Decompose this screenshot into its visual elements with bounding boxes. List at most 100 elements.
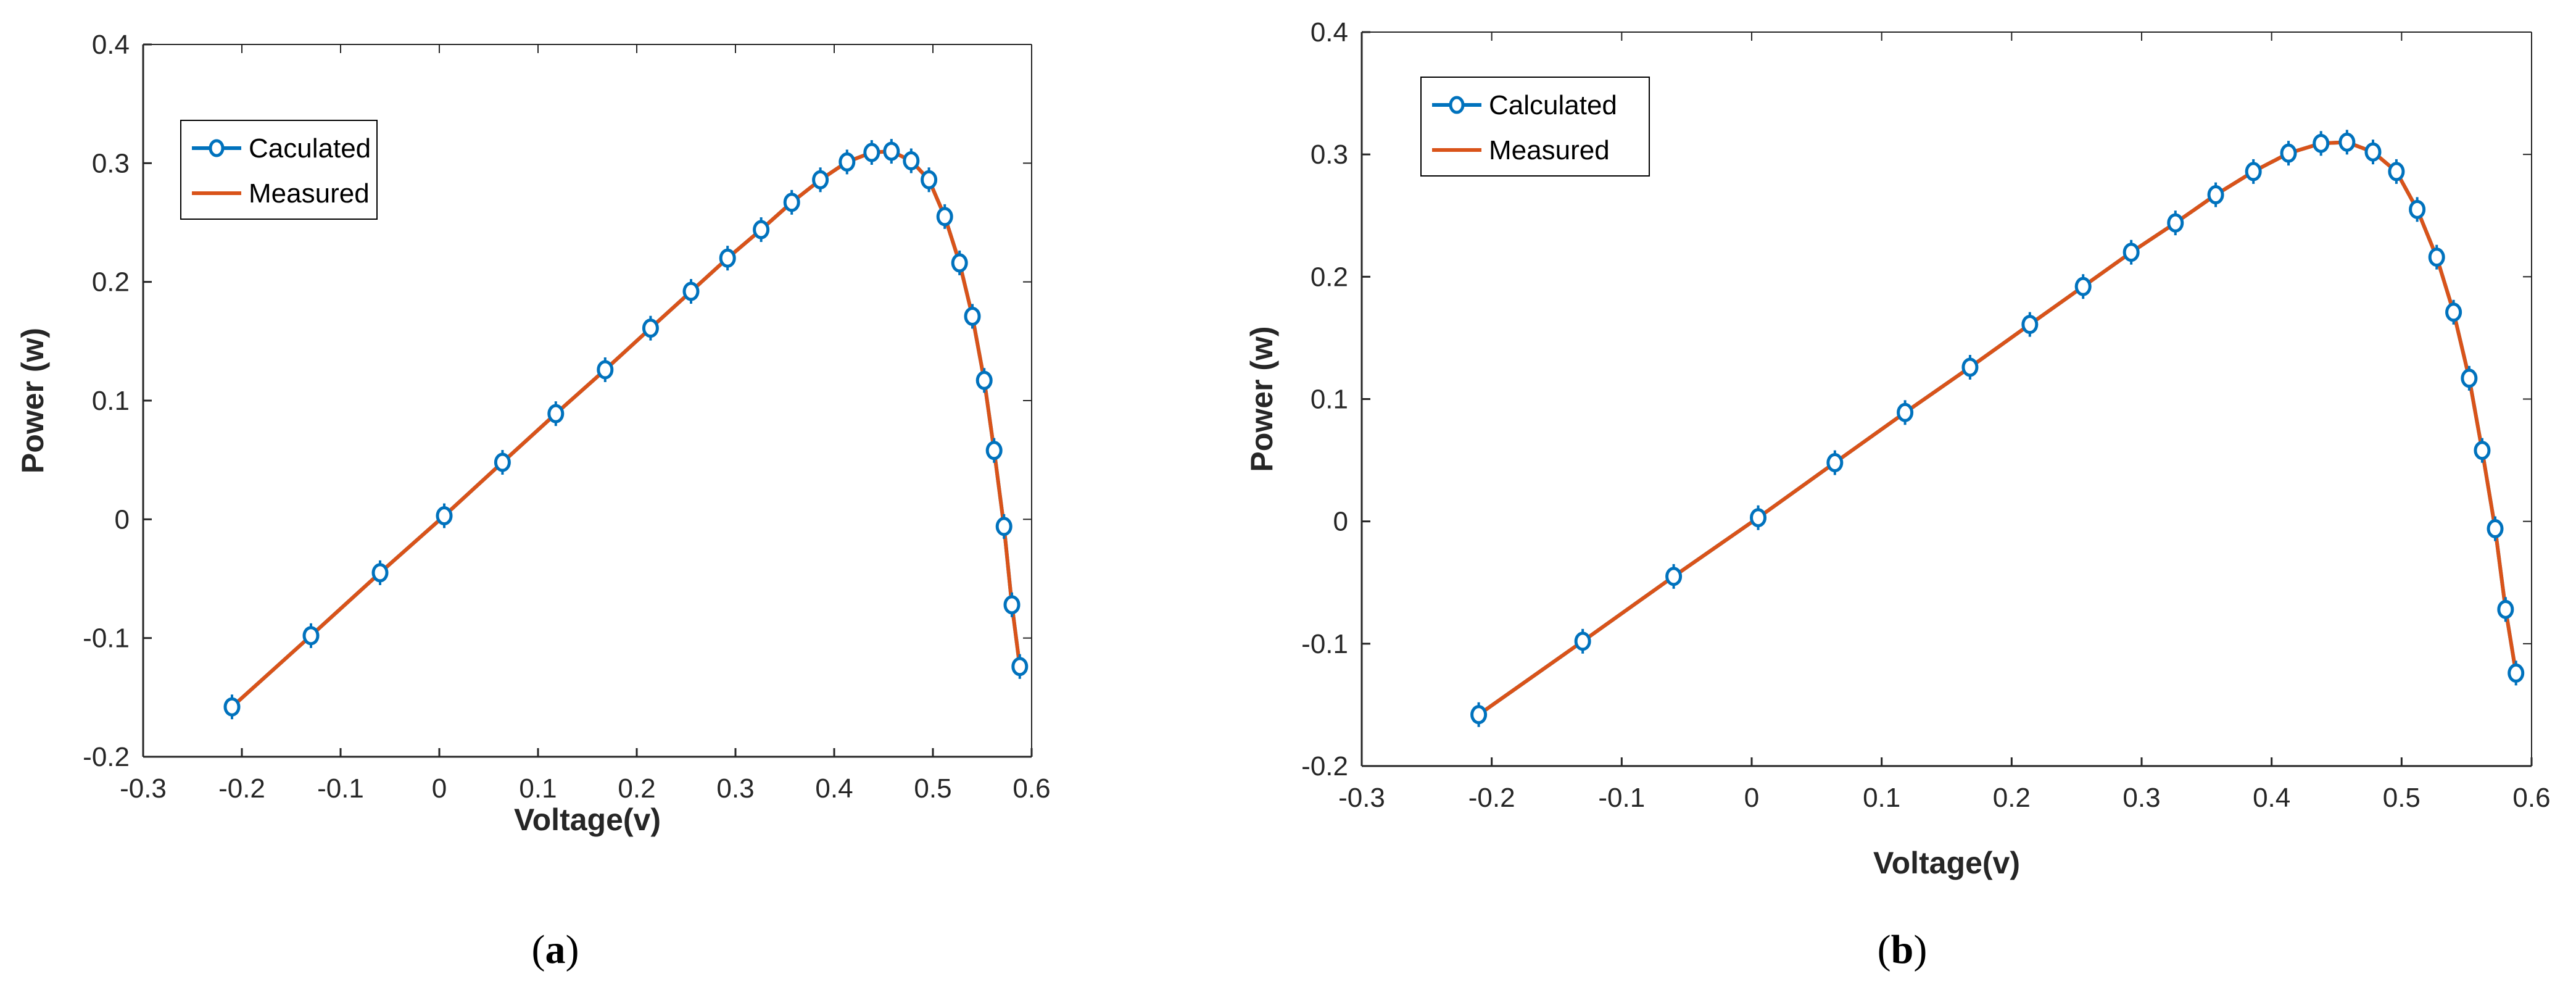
chart-panel-a: (a) -0.2-0.100.10.20.30.4-0.3 -0.2 -0.1 0 0.… [15,30,1051,972]
panel-a-calculated-point [753,220,770,239]
panel-a-calculated-point [597,360,614,380]
panel-a-y-tick-label: -0.1 [83,623,130,654]
panel-b-calculated-point [1897,402,1914,422]
panel-a-y-tick-label: 0.4 [92,30,130,60]
panel-b-y-tick-label: -0.1 [1301,629,1348,659]
panel-a-calculated-point [975,370,993,390]
panel-a-calculated-point [951,253,968,273]
panel-a-calculated-point [223,697,241,717]
panel-a-calculated-point [995,517,1013,536]
panel-a-y-tick-label: 0.1 [92,386,130,416]
panel-b-calculated-point [2474,441,2491,460]
panel-b-calculated-point [1750,508,1767,528]
panel-b-calculated-point [1574,631,1591,651]
panel-b-legend-calculated-marker [1449,96,1465,114]
panel-b-calculated-point [1665,567,1683,586]
panel-b-calculated-point [2074,277,2092,296]
panel-b-x-axis-label: Voltage(v) [1873,846,2020,880]
panel-a-x-tick-label: 0.3 [716,773,754,804]
panel-a-y-axis-label: Power (w) [15,328,50,473]
panel-a-x-tick-label: -0.1 [317,773,364,804]
panel-a-calculated-point [783,193,800,212]
panel-a-x-tick-label: -0.2 [218,773,265,804]
panel-a-calculated-point [839,152,856,172]
panel-a-calculated-point [682,281,700,301]
panel-b-caption: (b) [1878,927,1928,972]
panel-a-calculated-point [964,306,981,326]
panel-b-calculated-point [2245,162,2262,181]
panel-b-y-tick-label: 0.4 [1311,17,1348,48]
panel-b-x-tick-label: 0.5 [2383,783,2421,813]
panel-b-x-tick-label: 0.3 [2123,783,2160,813]
panel-a-x-tick-label: 0.5 [914,773,951,804]
panel-b-calculated-point [2364,142,2382,162]
panel-a-calculated-point [936,207,953,227]
panel-b-x-tick-label: -0.1 [1598,783,1645,813]
panel-b-y-tick-label: -0.2 [1301,751,1348,781]
panel-a-x-tick-label: 0.4 [815,773,853,804]
panel-b-calculated-point [2021,315,2039,335]
panel-b-x-tick-label: 0.4 [2253,783,2290,813]
panel-b-calculated-point [2313,133,2330,153]
panel-b-calculated-point [2280,143,2297,163]
panel-a-x-tick-label: 0 [432,773,447,804]
panel-b-calculated-point [2123,243,2140,262]
panel-a-legend-box [180,120,378,220]
panel-a-x-tick-label: -0.3 [120,773,167,804]
panel-b-y-axis-label: Power (w) [1245,326,1279,472]
panel-b-y-tick-label: 0.3 [1311,140,1348,170]
panel-a-calculated-point [719,248,736,268]
panel-a-calculated-point [1011,657,1029,677]
panel-b-calculated-point [1470,705,1488,725]
panel-a-calculated-point [1003,595,1021,615]
panel-b-calculated-point [2409,199,2426,219]
panel-a-caption: (a) [532,927,579,972]
panel-b-y-tick-label: 0.2 [1311,262,1348,292]
panel-a-calculated-point [642,319,659,338]
panel-b-calculated-point [2508,663,2525,683]
panel-a-x-tick-label: 0.6 [1013,773,1050,804]
panel-a-y-tick-label: 0 [115,504,130,535]
panel-a-legend-calculated-label: Caculated [249,133,371,164]
panel-b-legend-box [1420,77,1650,177]
panel-a-y-tick-label: -0.2 [83,742,130,772]
panel-a-x-tick-label: 0.2 [618,773,655,804]
panel-a-legend-calculated-marker [209,139,225,157]
panel-b-calculated-point [2461,369,2478,388]
panel-b-legend-calculated-label: Calculated [1489,90,1617,120]
panel-b-calculated-point [1826,453,1844,473]
panel-b-x-tick-label: 0.1 [1863,783,1900,813]
panel-b-y-tick-label: 0.1 [1311,385,1348,415]
panel-b-calculated-point [2207,185,2224,205]
panel-a-x-axis-label: Voltage(v) [514,802,661,837]
panel-a-calculated-point [547,404,565,423]
panel-a-calculated-point [883,141,900,161]
panel-b-x-tick-label: -0.3 [1338,783,1385,813]
panel-b-x-tick-label: 0.2 [1993,783,2031,813]
panel-b-calculated-point [2445,302,2462,322]
panel-b-calculated-point [2487,519,2504,539]
panel-a-x-tick-label: 0.1 [519,773,557,804]
panel-b-calculated-point [2338,132,2356,152]
panel-a-calculated-point [436,506,453,526]
panel-a-caption-letter: a [545,927,566,972]
panel-b-calculated-point [1961,357,1979,377]
panel-a-calculated-point [494,452,511,472]
panel-b-y-tick-label: 0 [1333,507,1348,537]
panel-a-calculated-point [921,170,938,189]
panel-a-series-measured-line [230,149,1022,709]
panel-b-calculated-point [2428,248,2445,267]
panel-b-caption-letter: b [1891,927,1914,972]
panel-a-calculated-point [371,563,389,583]
panel-a-legend-measured-label: Measured [249,178,370,209]
panel-b-x-tick-label: 0.6 [2512,783,2550,813]
panel-a-y-tick-label: 0.2 [92,267,130,298]
panel-a-calculated-point [985,441,1003,460]
panel-b-x-tick-label: 0 [1744,783,1759,813]
panel-b-legend-measured-label: Measured [1489,135,1610,165]
panel-b-calculated-point [2497,599,2514,619]
panel-a-calculated-point [812,170,829,189]
